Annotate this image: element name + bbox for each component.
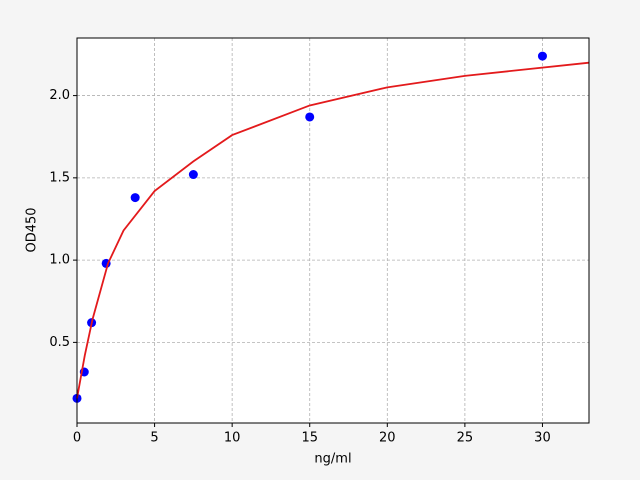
plot-frame — [76, 37, 590, 424]
y-tick-label: 1.0 — [49, 253, 70, 268]
x-axis-label: ng/ml — [314, 452, 351, 467]
y-tick-label: 0.5 — [49, 335, 70, 350]
plot-area — [77, 38, 589, 423]
y-tick-label: 1.5 — [49, 170, 70, 185]
x-tick-label: 30 — [534, 431, 551, 446]
x-tick-label: 15 — [301, 431, 318, 446]
x-tick-label: 5 — [150, 431, 158, 446]
data-point — [305, 112, 315, 122]
data-point — [188, 170, 198, 180]
x-tick-label: 20 — [379, 431, 396, 446]
y-axis-label: OD450 — [25, 207, 40, 252]
y-tick-label: 2.0 — [49, 88, 70, 103]
fit-curve — [76, 61, 590, 399]
x-tick-label: 10 — [224, 431, 241, 446]
x-tick-label: 25 — [457, 431, 474, 446]
data-point — [130, 193, 140, 203]
data-point — [537, 51, 547, 61]
x-tick-label: 0 — [73, 431, 81, 446]
